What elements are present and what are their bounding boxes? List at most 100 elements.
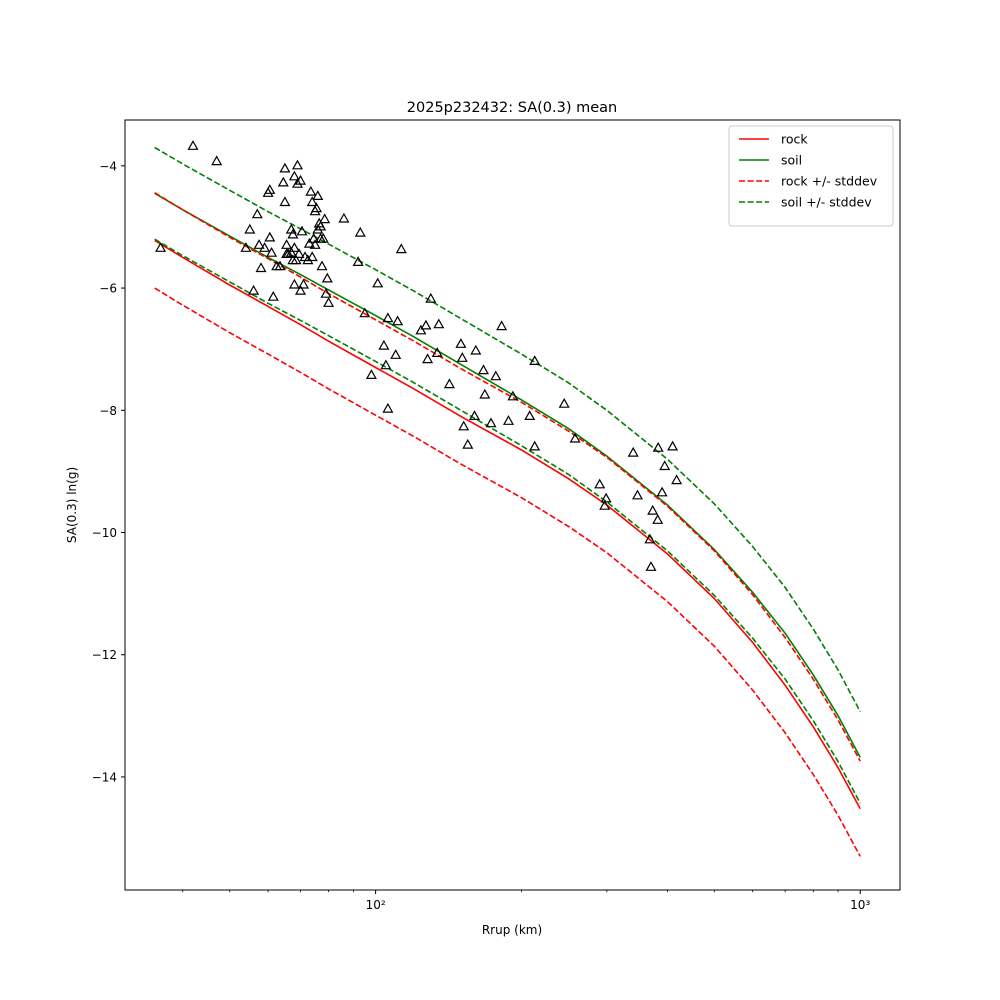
observation-point [380, 359, 392, 370]
observation-point [645, 561, 657, 571]
observation-point [302, 254, 314, 265]
observation-point [671, 474, 683, 485]
observation-point [485, 417, 497, 428]
observation-point [155, 242, 167, 252]
observation-point [390, 349, 402, 359]
observation-point [382, 402, 394, 413]
series-line-soil-stddev-5 [154, 146, 861, 712]
observation-point [431, 347, 443, 357]
observation-point [558, 397, 570, 408]
observation-point [425, 292, 437, 303]
observation-point [294, 284, 307, 295]
x-tick-label: 10³ [850, 898, 870, 912]
observation-point [321, 272, 333, 283]
observation-point [365, 369, 377, 379]
observation-point [468, 410, 481, 420]
observation-point [656, 486, 668, 497]
observation-point [659, 460, 671, 471]
observation-point [569, 432, 581, 443]
observation-point [420, 319, 432, 330]
observation-point [594, 478, 606, 489]
observation-point [627, 446, 639, 457]
observation-point [267, 290, 279, 301]
y-tick-label: −14 [92, 770, 117, 784]
y-axis: −14 −12 −10 −8 −6 −4 [92, 159, 125, 784]
observation-point [259, 242, 271, 252]
observation-point [277, 176, 289, 187]
observation-point [274, 260, 286, 271]
legend-label: rock +/- stddev [781, 174, 878, 189]
plot-area [154, 140, 861, 857]
observation-point [352, 256, 364, 266]
observation-point [462, 438, 474, 449]
observation-point [310, 202, 323, 213]
observation-point [320, 287, 332, 298]
observation-point [253, 239, 265, 249]
observation-point [458, 420, 470, 431]
legend-label: rock [781, 132, 808, 147]
observation-point [395, 243, 407, 254]
observation-point [312, 190, 324, 200]
observation-point [291, 177, 304, 188]
observation-point [312, 223, 324, 234]
observation-point [281, 239, 293, 249]
observation-point [496, 320, 508, 331]
y-tick-label: −6 [99, 282, 117, 296]
observation-point [240, 242, 252, 252]
observation-point [319, 213, 331, 224]
observation-point [600, 492, 612, 503]
observation-point [294, 174, 307, 185]
observation-point [456, 352, 468, 362]
observation-point [652, 514, 664, 524]
series-line-soil-stddev-4 [154, 238, 861, 804]
observation-point [644, 533, 656, 544]
observation-point [415, 324, 427, 335]
observation-point [338, 212, 350, 223]
observation-point [647, 504, 659, 515]
observation-point [470, 344, 482, 355]
observation-point [524, 410, 536, 420]
observation-point [422, 353, 434, 364]
observation-point [631, 489, 644, 500]
observation-point [382, 312, 394, 323]
observation-point [305, 185, 317, 196]
observation-point [287, 228, 299, 239]
observation-point [317, 232, 329, 243]
observation-point [433, 318, 445, 329]
observation-point [279, 162, 291, 173]
x-axis: 10² 10³ [182, 890, 870, 912]
observation-point [279, 196, 291, 207]
observation-point [251, 208, 263, 219]
observation-point [372, 277, 384, 288]
series-line-rock-stddev-2 [154, 287, 861, 857]
observation-point [652, 441, 664, 452]
observation-point [296, 225, 308, 236]
observation-point [316, 260, 328, 271]
y-tick-label: −10 [92, 526, 117, 540]
y-axis-label: SA(0.3) ln(g) [65, 467, 79, 543]
x-tick-label: 10² [366, 898, 386, 912]
observation-point [211, 155, 223, 166]
observation-point [288, 278, 300, 289]
y-tick-label: −8 [99, 404, 117, 418]
observation-point [667, 440, 679, 451]
observation-point [323, 297, 335, 307]
observation-point [443, 378, 455, 389]
observation-point [291, 159, 304, 170]
observation-point [266, 246, 278, 257]
observation-point [288, 170, 300, 181]
observation-point [244, 223, 256, 234]
y-tick-label: −12 [92, 648, 117, 662]
observation-point [490, 370, 502, 381]
observation-point [248, 284, 260, 295]
plot-frame [124, 119, 901, 891]
observation-point [359, 307, 371, 318]
legend-label: soil +/- stddev [781, 195, 872, 210]
observation-point [529, 440, 541, 451]
observation-point [297, 278, 310, 289]
observation-point [264, 231, 276, 242]
legend-label: soil [781, 153, 802, 168]
observation-point [529, 355, 541, 365]
